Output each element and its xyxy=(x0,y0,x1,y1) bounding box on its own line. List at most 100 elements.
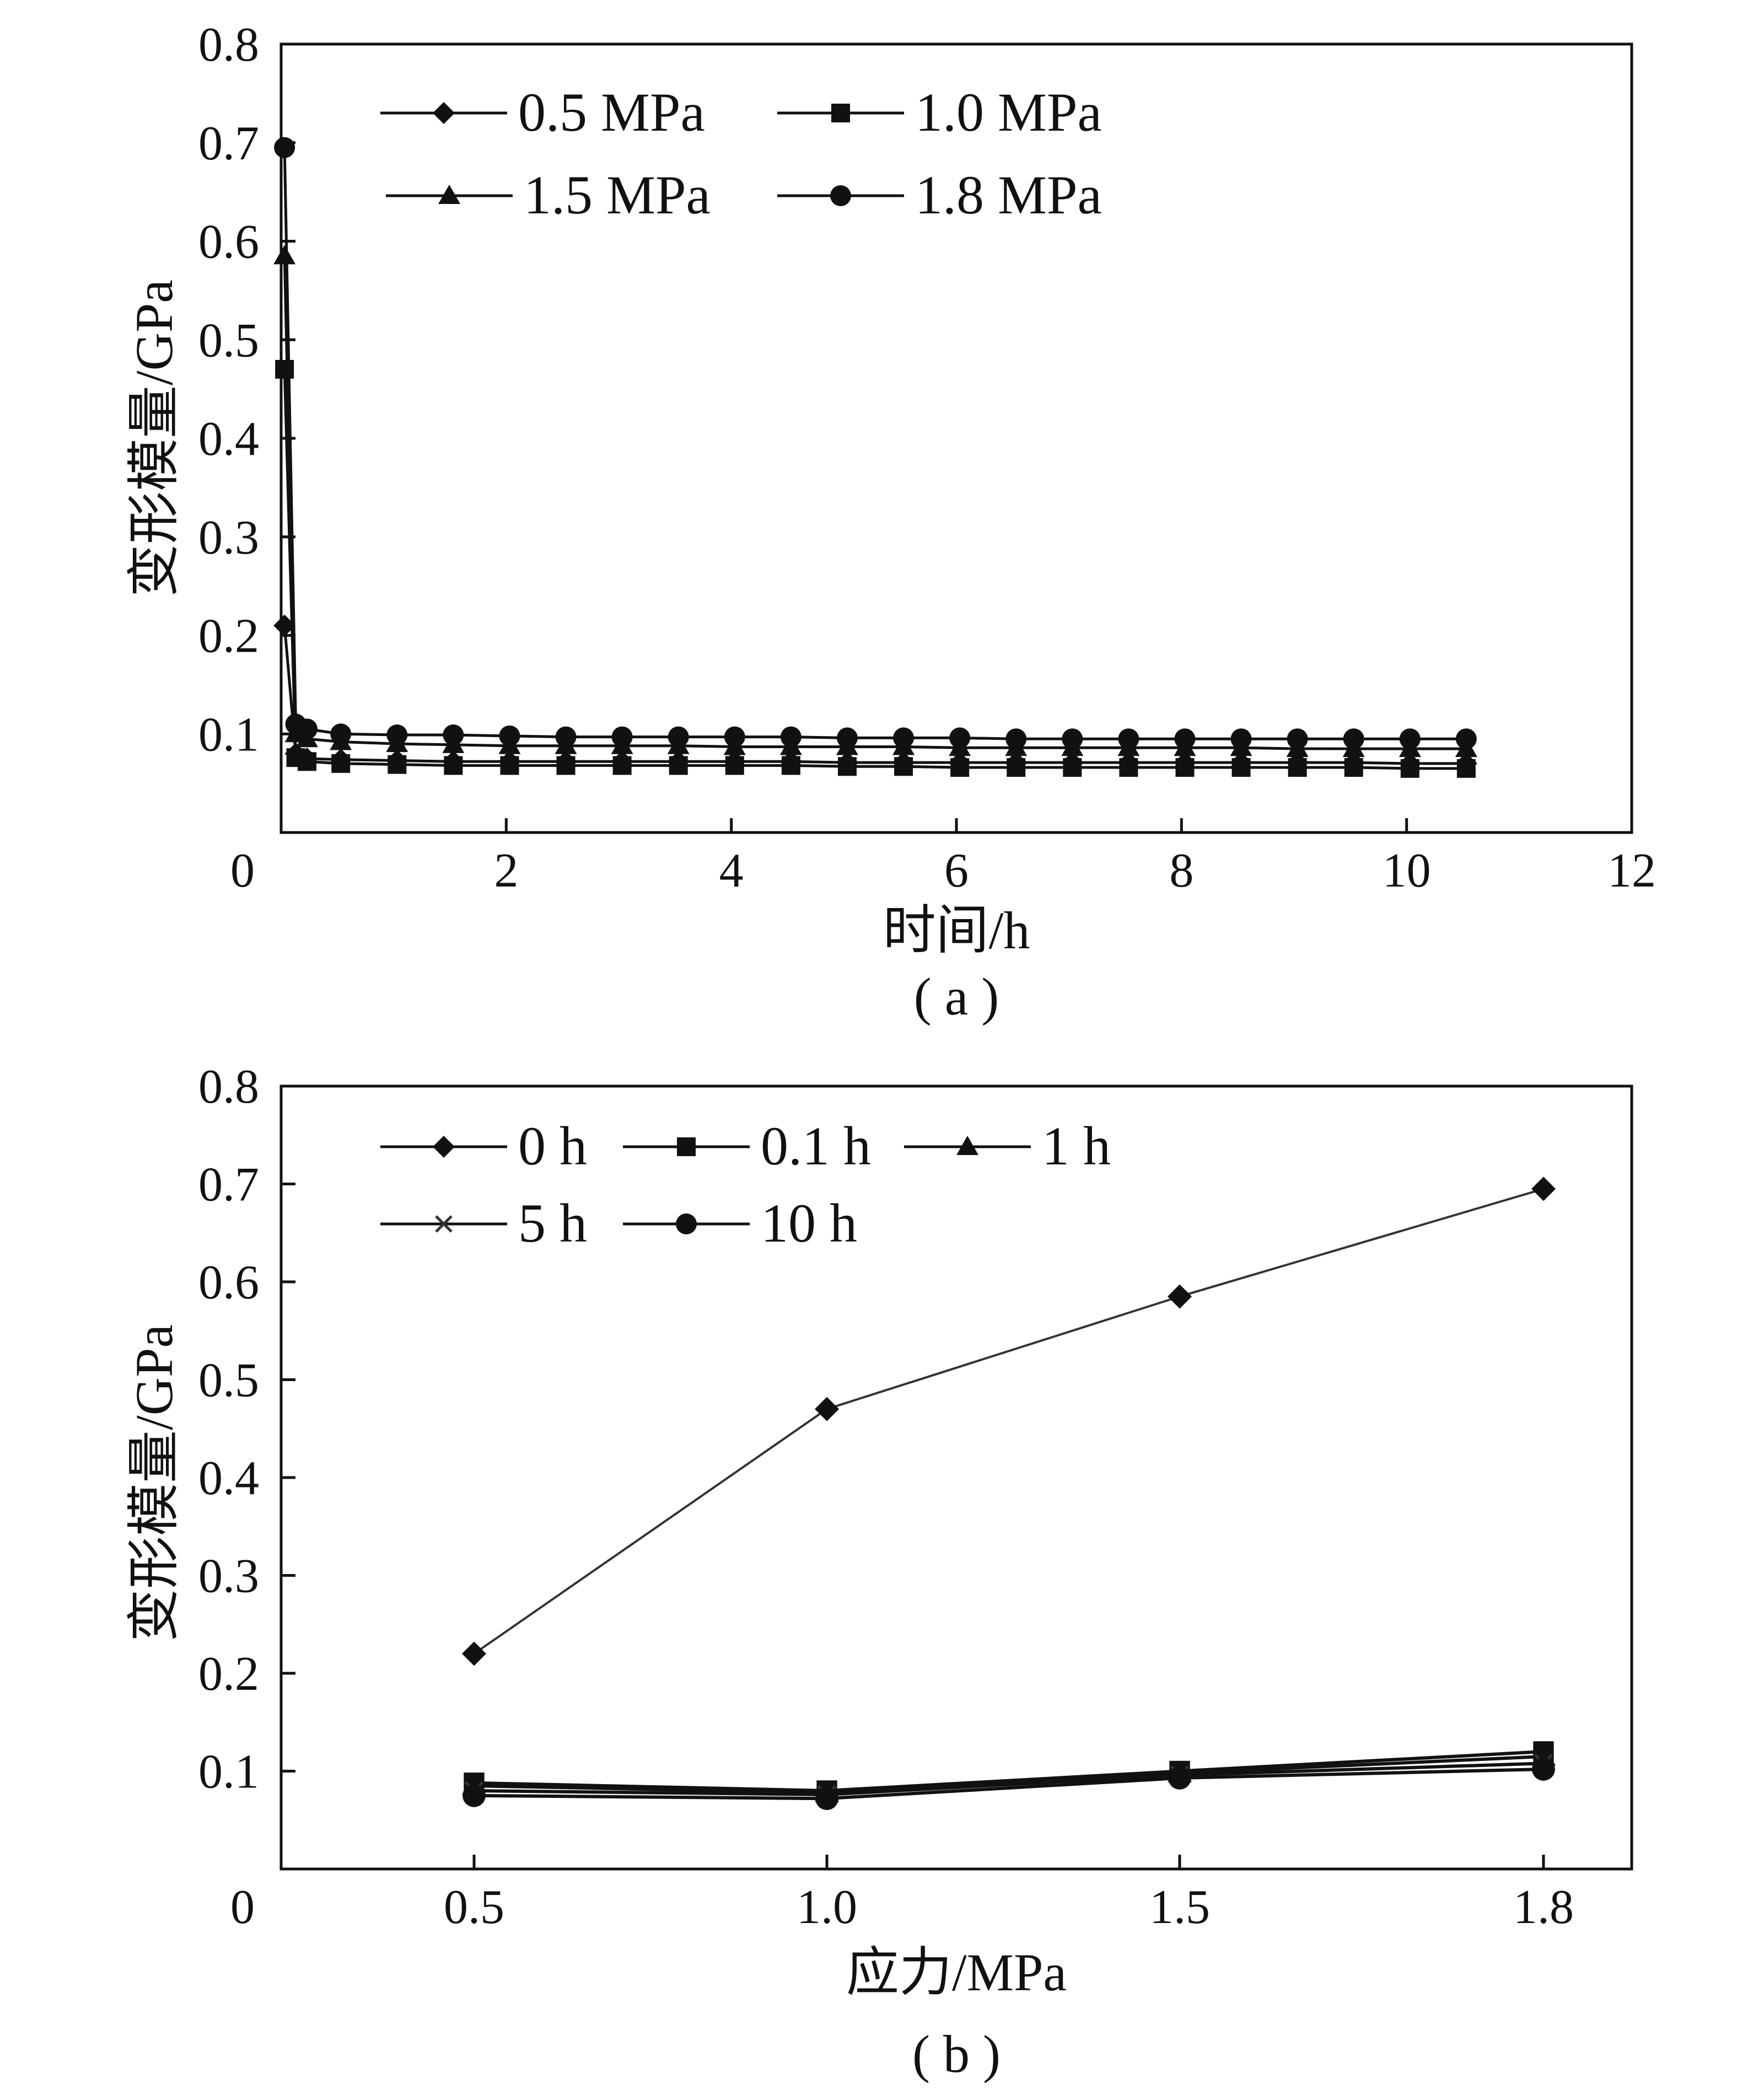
chart-b-caption: ( b ) xyxy=(912,2024,1001,2083)
chart-a-point xyxy=(330,723,352,745)
chart-a-y-tick-label: 0.7 xyxy=(198,117,259,170)
chart-b-point xyxy=(815,1397,839,1421)
chart-a-point xyxy=(273,614,296,637)
chart-a-point xyxy=(837,757,857,776)
chart-b-series-group xyxy=(462,1177,1556,1811)
chart-b-y-tick-label: 0.3 xyxy=(198,1550,259,1603)
chart-a-point xyxy=(893,727,915,749)
chart-a-series-square xyxy=(275,359,1476,778)
chart-a-caption: ( a ) xyxy=(914,967,999,1026)
chart-a-point xyxy=(1174,728,1196,750)
chart-a-series-group xyxy=(273,137,1477,778)
chart-b-point xyxy=(815,1787,838,1811)
chart-a-series-line xyxy=(283,256,1466,750)
chart-a-y-origin-label: 0 xyxy=(230,844,255,898)
chart-a-point xyxy=(1230,728,1252,750)
chart-a-legend: 0.5 MPa 1.0 MPa 1.5 MPa 1.8 MPa xyxy=(380,82,1102,225)
chart-a-legend-item: 0.5 MPa xyxy=(380,82,705,143)
chart-a-y-tick-label: 0.2 xyxy=(198,610,259,663)
chart-a-series-triangle xyxy=(273,245,1477,758)
chart-a: 0.1 0.2 0.3 0.4 0.5 0.6 0.7 0.8 2 4 6 8 10 12 0.5 MP… xyxy=(125,18,1656,1026)
chart-b-x-origin-label: 0 xyxy=(230,1881,255,1934)
chart-a-point xyxy=(725,756,744,775)
chart-b-series-line xyxy=(474,1761,1544,1797)
chart-b-legend-label: 10 h xyxy=(761,1193,857,1254)
chart-a-point xyxy=(1400,759,1419,778)
chart-a-point xyxy=(894,757,913,776)
chart-a-point xyxy=(388,755,407,774)
chart-a-point xyxy=(1007,758,1026,777)
chart-b-legend: 0 h 0.1 h 1 h 5 h 10 h xyxy=(380,1115,1111,1254)
chart-a-x-axis: 2 4 6 8 10 12 xyxy=(494,818,1656,898)
chart-a-y-tick-label: 0.3 xyxy=(198,511,259,565)
chart-a-point xyxy=(1456,759,1476,778)
chart-b-plot-frame xyxy=(279,1084,1633,1871)
chart-a-point xyxy=(331,754,351,773)
chart-a-series-line xyxy=(283,369,1466,770)
chart-a-y-tick-label: 0.8 xyxy=(198,18,259,72)
chart-a-legend-label: 0.5 MPa xyxy=(518,82,705,143)
chart-a-point xyxy=(296,718,318,740)
chart-a-x-tick-label: 4 xyxy=(719,844,744,898)
chart-a-point xyxy=(611,726,633,748)
chart-b-point xyxy=(1532,1758,1555,1781)
chart-b-y-tick-label: 0.4 xyxy=(198,1452,259,1505)
chart-a-legend-marker xyxy=(433,102,455,124)
chart-a-point xyxy=(274,137,295,158)
chart-a-y-tick-label: 0.6 xyxy=(198,216,259,269)
chart-b-legend-label: 0 h xyxy=(518,1115,587,1177)
chart-a-point xyxy=(1343,728,1364,750)
chart-a-point xyxy=(443,724,464,746)
chart-a-point xyxy=(273,245,296,265)
chart-b-legend-marker xyxy=(435,1215,453,1233)
chart-b-x-axis: 0 0.5 1.0 1.5 1.8 xyxy=(230,1855,1574,1934)
chart-b: 0.1 0.2 0.3 0.4 0.5 0.6 0.7 0.8 0 0.5 1.0 1.5 1.8 0… xyxy=(125,1060,1633,2083)
chart-a-y-tick-label: 0.1 xyxy=(198,708,259,761)
chart-a-point xyxy=(949,727,971,749)
chart-a-point xyxy=(556,756,576,775)
chart-a-point xyxy=(612,756,632,775)
chart-a-legend-marker xyxy=(438,185,460,204)
chart-b-y-tick-label: 0.1 xyxy=(198,1745,259,1799)
chart-a-point xyxy=(386,724,408,746)
chart-a-point xyxy=(724,726,745,748)
chart-a-x-axis-label: 时间/h xyxy=(883,901,1030,960)
chart-b-series-line xyxy=(473,1188,1544,1655)
chart-b-series-line xyxy=(474,1754,1544,1795)
chart-b-y-tick-label: 0.2 xyxy=(198,1647,259,1701)
chart-b-x-axis-label: 应力/MPa xyxy=(846,1943,1067,2002)
chart-b-point xyxy=(462,1641,486,1666)
chart-b-x-tick-label: 0.5 xyxy=(444,1881,504,1934)
chart-b-x-tick-label: 1.0 xyxy=(797,1881,857,1934)
chart-b-y-tick-label: 0.6 xyxy=(198,1256,259,1309)
chart-a-point xyxy=(1287,728,1308,750)
chart-a-legend-item: 1.5 MPa xyxy=(386,164,711,225)
chart-a-point xyxy=(297,752,316,771)
chart-b-series-line xyxy=(474,1750,1544,1793)
chart-a-point xyxy=(1063,758,1082,777)
chart-a-point xyxy=(1175,758,1195,777)
chart-b-legend-item: 0.1 h xyxy=(623,1115,871,1177)
chart-b-series-line xyxy=(474,1767,1544,1801)
chart-b-legend-marker xyxy=(676,1213,697,1234)
chart-a-y-tick-label: 0.5 xyxy=(198,314,259,367)
chart-a-point xyxy=(499,725,520,746)
chart-a-point xyxy=(1118,728,1139,750)
chart-a-y-tick-label: 0.4 xyxy=(198,412,259,466)
chart-a-point xyxy=(668,726,689,748)
chart-a-legend-item: 1.8 MPa xyxy=(777,164,1102,225)
chart-a-point xyxy=(781,756,800,775)
chart-a-point xyxy=(1399,728,1421,750)
chart-b-y-tick-label: 0.7 xyxy=(198,1158,259,1212)
chart-b-point xyxy=(1531,1177,1556,1201)
chart-b-point xyxy=(462,1784,486,1807)
chart-a-point xyxy=(1455,728,1477,750)
chart-b-y-axis: 0.1 0.2 0.3 0.4 0.5 0.6 0.7 0.8 xyxy=(198,1060,295,1799)
chart-a-x-tick-label: 12 xyxy=(1607,844,1656,898)
chart-b-series-circle xyxy=(462,1758,1555,1811)
chart-a-legend-label: 1.8 MPa xyxy=(915,164,1102,225)
chart-a-point xyxy=(500,756,519,775)
chart-a-point xyxy=(275,359,294,379)
chart-a-x-tick-label: 10 xyxy=(1383,844,1431,898)
chart-b-legend-marker xyxy=(677,1137,696,1156)
